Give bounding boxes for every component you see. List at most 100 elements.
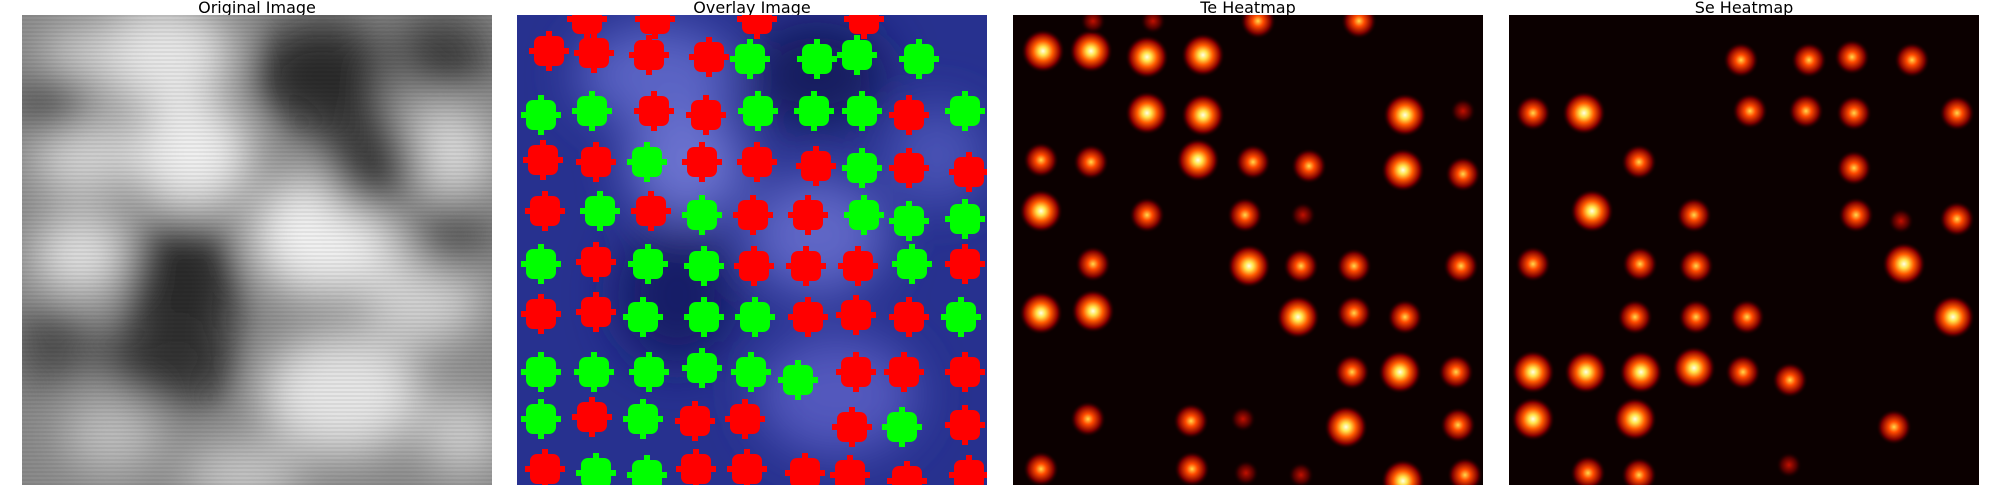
se-marker [737, 142, 777, 182]
se-heatmap-spots [1511, 39, 1975, 485]
se-heatmap-spot [1882, 242, 1926, 286]
te-heatmap-spot [1125, 91, 1169, 135]
se-marker [830, 455, 870, 485]
te-heatmap-spot [1324, 405, 1368, 449]
se-marker [788, 195, 828, 235]
se-heatmap-spot [1617, 299, 1653, 335]
te-heatmap-spot [1381, 148, 1425, 192]
te-heatmap-spot [1283, 248, 1319, 284]
se-marker [889, 95, 929, 135]
se-marker [838, 246, 878, 286]
se-marker [635, 15, 675, 39]
te-heatmap-spot [1075, 246, 1111, 282]
se-heatmap-spot [1729, 299, 1765, 335]
te-marker [794, 91, 834, 131]
se-marker [634, 91, 674, 131]
te-marker [572, 91, 612, 131]
se-marker [686, 95, 726, 135]
te-marker [842, 91, 882, 131]
panel-title-te-heatmap: Te Heatmap [1200, 0, 1296, 17]
te-heatmap-spot [1443, 248, 1479, 284]
se-marker [786, 246, 826, 286]
se-heatmap-spot [1838, 197, 1874, 233]
te-heatmap-spot [1381, 459, 1425, 485]
panel-overlay-image: Overlay Image [517, 0, 987, 485]
se-marker [521, 294, 561, 334]
se-heatmap-spot [1564, 350, 1608, 394]
te-marker [684, 297, 724, 337]
se-marker [884, 352, 924, 392]
te-heatmap-spot [1288, 462, 1314, 485]
te-marker [627, 455, 667, 485]
se-marker [576, 292, 616, 332]
se-marker [682, 142, 722, 182]
te-heatmap-spot [1021, 29, 1065, 73]
se-heatmap [1509, 15, 1979, 485]
se-heatmap-spot [1570, 189, 1614, 233]
se-heatmap-spot [1939, 201, 1975, 237]
te-marker [941, 297, 981, 337]
te-heatmap-spot [1019, 189, 1063, 233]
te-heatmap-spot [1334, 354, 1370, 390]
te-heatmap-spot [1073, 144, 1109, 180]
te-heatmap-spot [1341, 15, 1377, 39]
se-marker [733, 195, 773, 235]
te-heatmap-spot [1173, 403, 1209, 439]
te-heatmap-spot [1383, 93, 1427, 137]
te-heatmap-spot [1125, 35, 1169, 79]
te-marker [797, 39, 837, 79]
te-marker [889, 201, 929, 241]
se-marker [945, 352, 985, 392]
se-marker [889, 148, 929, 188]
se-heatmap-spot [1894, 42, 1930, 78]
te-marker [629, 352, 669, 392]
se-heatmap-spot [1678, 248, 1714, 284]
se-heatmap-spot [1511, 397, 1555, 441]
se-marker [788, 297, 828, 337]
te-marker [738, 91, 778, 131]
te-heatmap-spot [1023, 451, 1059, 485]
se-marker [576, 142, 616, 182]
panel-se-heatmap: Se Heatmap [1509, 0, 1979, 485]
te-heatmap-spots [1019, 15, 1483, 485]
te-heatmap-spot [1290, 202, 1316, 228]
se-marker [525, 449, 565, 485]
se-heatmap-spot [1888, 208, 1914, 234]
te-marker [892, 244, 932, 284]
se-marker [734, 246, 774, 286]
se-marker [889, 297, 929, 337]
te-heatmap-spot [1174, 451, 1210, 485]
se-marker [572, 397, 612, 437]
se-heatmap-spot [1931, 295, 1975, 339]
te-marker [576, 453, 616, 485]
overlay-image [517, 15, 987, 485]
te-marker [627, 142, 667, 182]
te-marker [735, 297, 775, 337]
te-marker [521, 95, 561, 135]
te-marker [521, 244, 561, 284]
te-marker [882, 407, 922, 447]
se-marker [523, 140, 563, 180]
se-heatmap-spot [1834, 39, 1870, 75]
se-heatmap-spot [1621, 457, 1657, 485]
te-marker [521, 399, 561, 439]
se-marker [832, 407, 872, 447]
se-marker [675, 401, 715, 441]
panel-title-overlay: Overlay Image [693, 0, 811, 17]
te-heatmap-spot [1240, 15, 1276, 39]
se-marker [949, 455, 987, 485]
te-heatmap-spot [1023, 142, 1059, 178]
se-marker [529, 31, 569, 71]
se-marker [737, 15, 777, 39]
te-heatmap-spot [1276, 295, 1320, 339]
se-heatmap-spot [1515, 95, 1551, 131]
te-marker [682, 195, 722, 235]
se-marker [631, 191, 671, 231]
se-heatmap-spot [1723, 42, 1759, 78]
se-heatmap-spot [1621, 144, 1657, 180]
te-heatmap-spot [1019, 291, 1063, 335]
te-heatmap-spot [1070, 401, 1106, 437]
te-marker [684, 246, 724, 286]
te-marker [623, 297, 663, 337]
